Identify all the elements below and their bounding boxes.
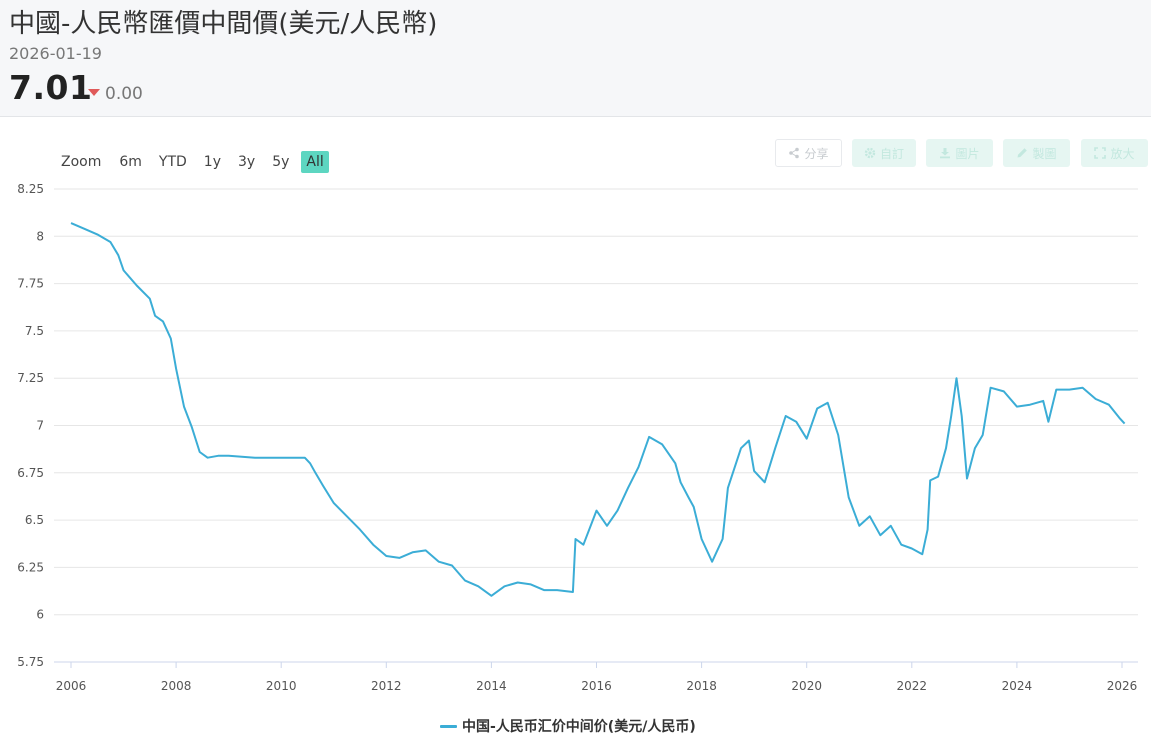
expand-icon xyxy=(1094,147,1107,159)
y-axis: 5.75 6 6.25 6.5 6.75 7 7.25 7.5 7.75 8 8.25 xyxy=(17,182,44,669)
zoom-1y-button[interactable]: 1y xyxy=(203,154,221,170)
download-icon xyxy=(940,148,951,159)
legend-swatch xyxy=(440,724,457,728)
y-tick-label: 8 xyxy=(36,229,44,243)
share-button[interactable]: 分享 xyxy=(775,139,842,167)
zoom-bar: Zoom 6m YTD 1y 3y 5y All xyxy=(61,150,336,174)
y-tick-label: 6.25 xyxy=(17,560,44,574)
zoom-label: Zoom xyxy=(61,154,102,170)
zoom-all-button[interactable]: All xyxy=(301,151,329,173)
custom-button[interactable]: 自訂 xyxy=(852,139,916,167)
custom-label: 自訂 xyxy=(879,146,904,161)
x-tick-label: 2010 xyxy=(266,679,297,693)
x-tick-label: 2008 xyxy=(161,679,192,693)
gear-icon xyxy=(864,147,876,159)
y-tick-label: 5.75 xyxy=(17,655,44,669)
draw-label: 製圖 xyxy=(1032,146,1057,161)
expand-button[interactable]: 放大 xyxy=(1081,139,1148,167)
change-value: 0.00 xyxy=(88,84,143,104)
y-tick-label: 6.5 xyxy=(25,513,44,527)
x-tick-label: 2024 xyxy=(1002,679,1033,693)
zoom-ytd-button[interactable]: YTD xyxy=(158,154,187,170)
pencil-icon xyxy=(1017,148,1028,158)
latest-date: 2026-01-19 xyxy=(9,44,102,63)
x-tick-label: 2016 xyxy=(581,679,612,693)
x-tick-label: 2012 xyxy=(371,679,402,693)
header: 中國-人民幣匯價中間價(美元/人民幣) 2026-01-19 7.01 0.00 xyxy=(0,0,1151,117)
share-label: 分享 xyxy=(804,146,829,161)
y-tick-label: 8.25 xyxy=(17,182,44,196)
draw-button[interactable]: 製圖 xyxy=(1003,139,1070,167)
down-arrow-icon xyxy=(88,88,100,96)
image-label: 圖片 xyxy=(955,146,980,161)
image-button[interactable]: 圖片 xyxy=(926,139,993,167)
series-line-0[interactable] xyxy=(70,222,1126,597)
x-axis: 2006 2008 2010 2012 2014 2016 2018 2020 2022 2024… xyxy=(54,661,1138,693)
y-tick-label: 7 xyxy=(36,419,44,433)
expand-label: 放大 xyxy=(1110,146,1135,161)
y-tick-label: 7.5 xyxy=(25,324,44,338)
x-tick-label: 2014 xyxy=(476,679,507,693)
legend[interactable]: 中国-人民币汇价中间价(美元/人民币) xyxy=(440,716,696,736)
x-tick-label: 2022 xyxy=(897,679,928,693)
y-tick-label: 7.25 xyxy=(17,371,44,385)
x-tick-label: 2026 xyxy=(1107,679,1138,693)
latest-value: 7.01 xyxy=(9,68,93,107)
y-tick-label: 6 xyxy=(36,608,44,622)
change-text: 0.00 xyxy=(105,84,143,104)
x-tick-label: 2006 xyxy=(56,679,87,693)
zoom-5y-button[interactable]: 5y xyxy=(272,154,290,170)
y-tick-label: 7.75 xyxy=(17,277,44,291)
x-tick-label: 2018 xyxy=(686,679,717,693)
share-icon xyxy=(789,147,800,159)
series-layer xyxy=(70,222,1126,597)
y-tick-label: 6.75 xyxy=(17,466,44,480)
gridlines xyxy=(54,188,1138,663)
zoom-3y-button[interactable]: 3y xyxy=(238,154,256,170)
page-title: 中國-人民幣匯價中間價(美元/人民幣) xyxy=(9,9,438,39)
zoom-6m-button[interactable]: 6m xyxy=(119,154,142,170)
legend-label: 中国-人民币汇价中间价(美元/人民币) xyxy=(462,719,696,735)
x-tick-label: 2020 xyxy=(791,679,822,693)
